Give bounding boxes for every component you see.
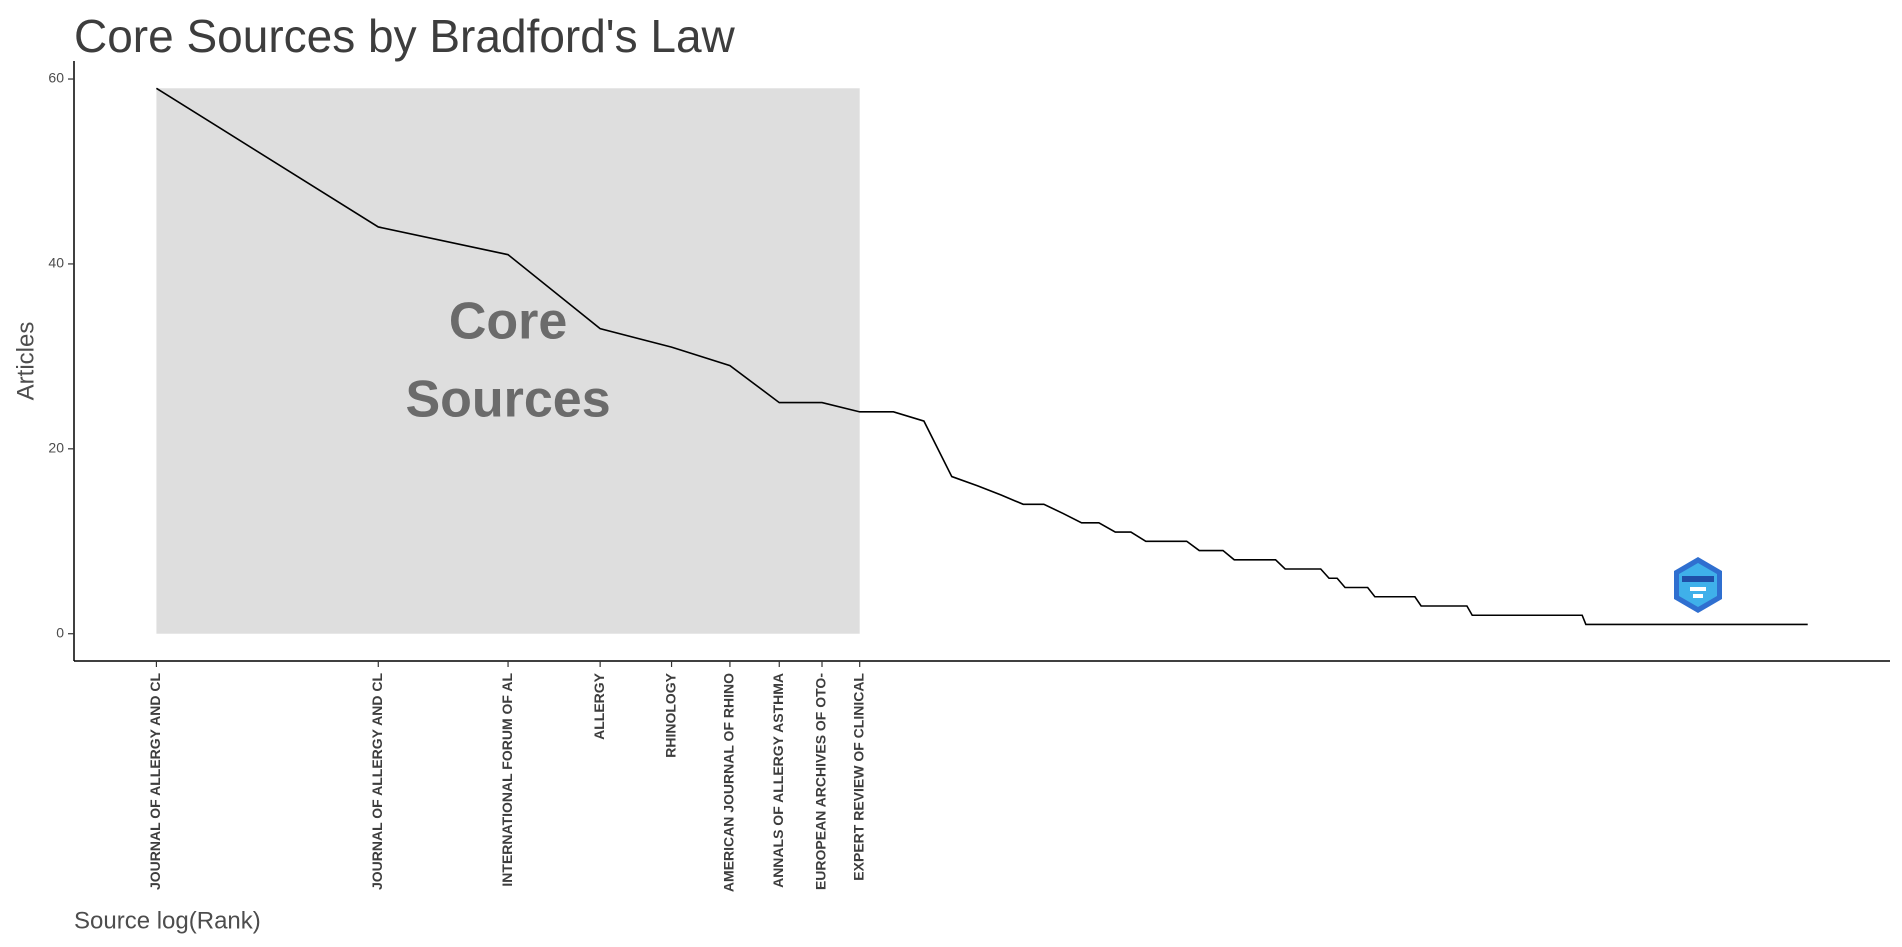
x-tick-label: INTERNATIONAL FORUM OF AL xyxy=(499,673,515,887)
x-axis-title: Source log(Rank) xyxy=(74,907,261,934)
x-tick-label: EXPERT REVIEW OF CLINICAL xyxy=(850,673,866,881)
logo-glyph xyxy=(1690,587,1706,598)
y-tick-label: 60 xyxy=(48,70,64,86)
x-tick-label: ANNALS OF ALLERGY ASTHMA xyxy=(770,673,786,888)
y-tick-label: 0 xyxy=(56,624,64,640)
y-tick-label: 20 xyxy=(48,440,64,456)
x-tick-label: ALLERGY xyxy=(591,672,607,740)
x-tick-label: AMERICAN JOURNAL OF RHINO xyxy=(721,673,737,892)
logo-band xyxy=(1682,576,1714,582)
logo-hex-inner xyxy=(1679,563,1717,607)
chart-title: Core Sources by Bradford's Law xyxy=(74,10,736,62)
core-zone xyxy=(156,88,860,634)
main-layer: 0 20 40 60 JOURNAL OF ALLERGY AND CL JOURNAL … xyxy=(48,61,1890,892)
logo xyxy=(1674,557,1722,613)
x-tick-label: JOURNAL OF ALLERGY AND CL xyxy=(369,673,385,890)
core-annotation: Core xyxy=(449,293,567,351)
y-tick-label: 40 xyxy=(48,255,64,271)
data-line xyxy=(155,87,1808,626)
x-tick-label: EUROPEAN ARCHIVES OF OTO- xyxy=(813,673,829,890)
core-layer: Core Sources xyxy=(156,88,860,634)
x-tick-label: JOURNAL OF ALLERGY AND CL xyxy=(147,673,163,890)
core-annotation: Sources xyxy=(405,371,610,429)
x-tick-label: RHINOLOGY xyxy=(662,672,678,757)
y-axis-title: Articles xyxy=(12,322,39,401)
